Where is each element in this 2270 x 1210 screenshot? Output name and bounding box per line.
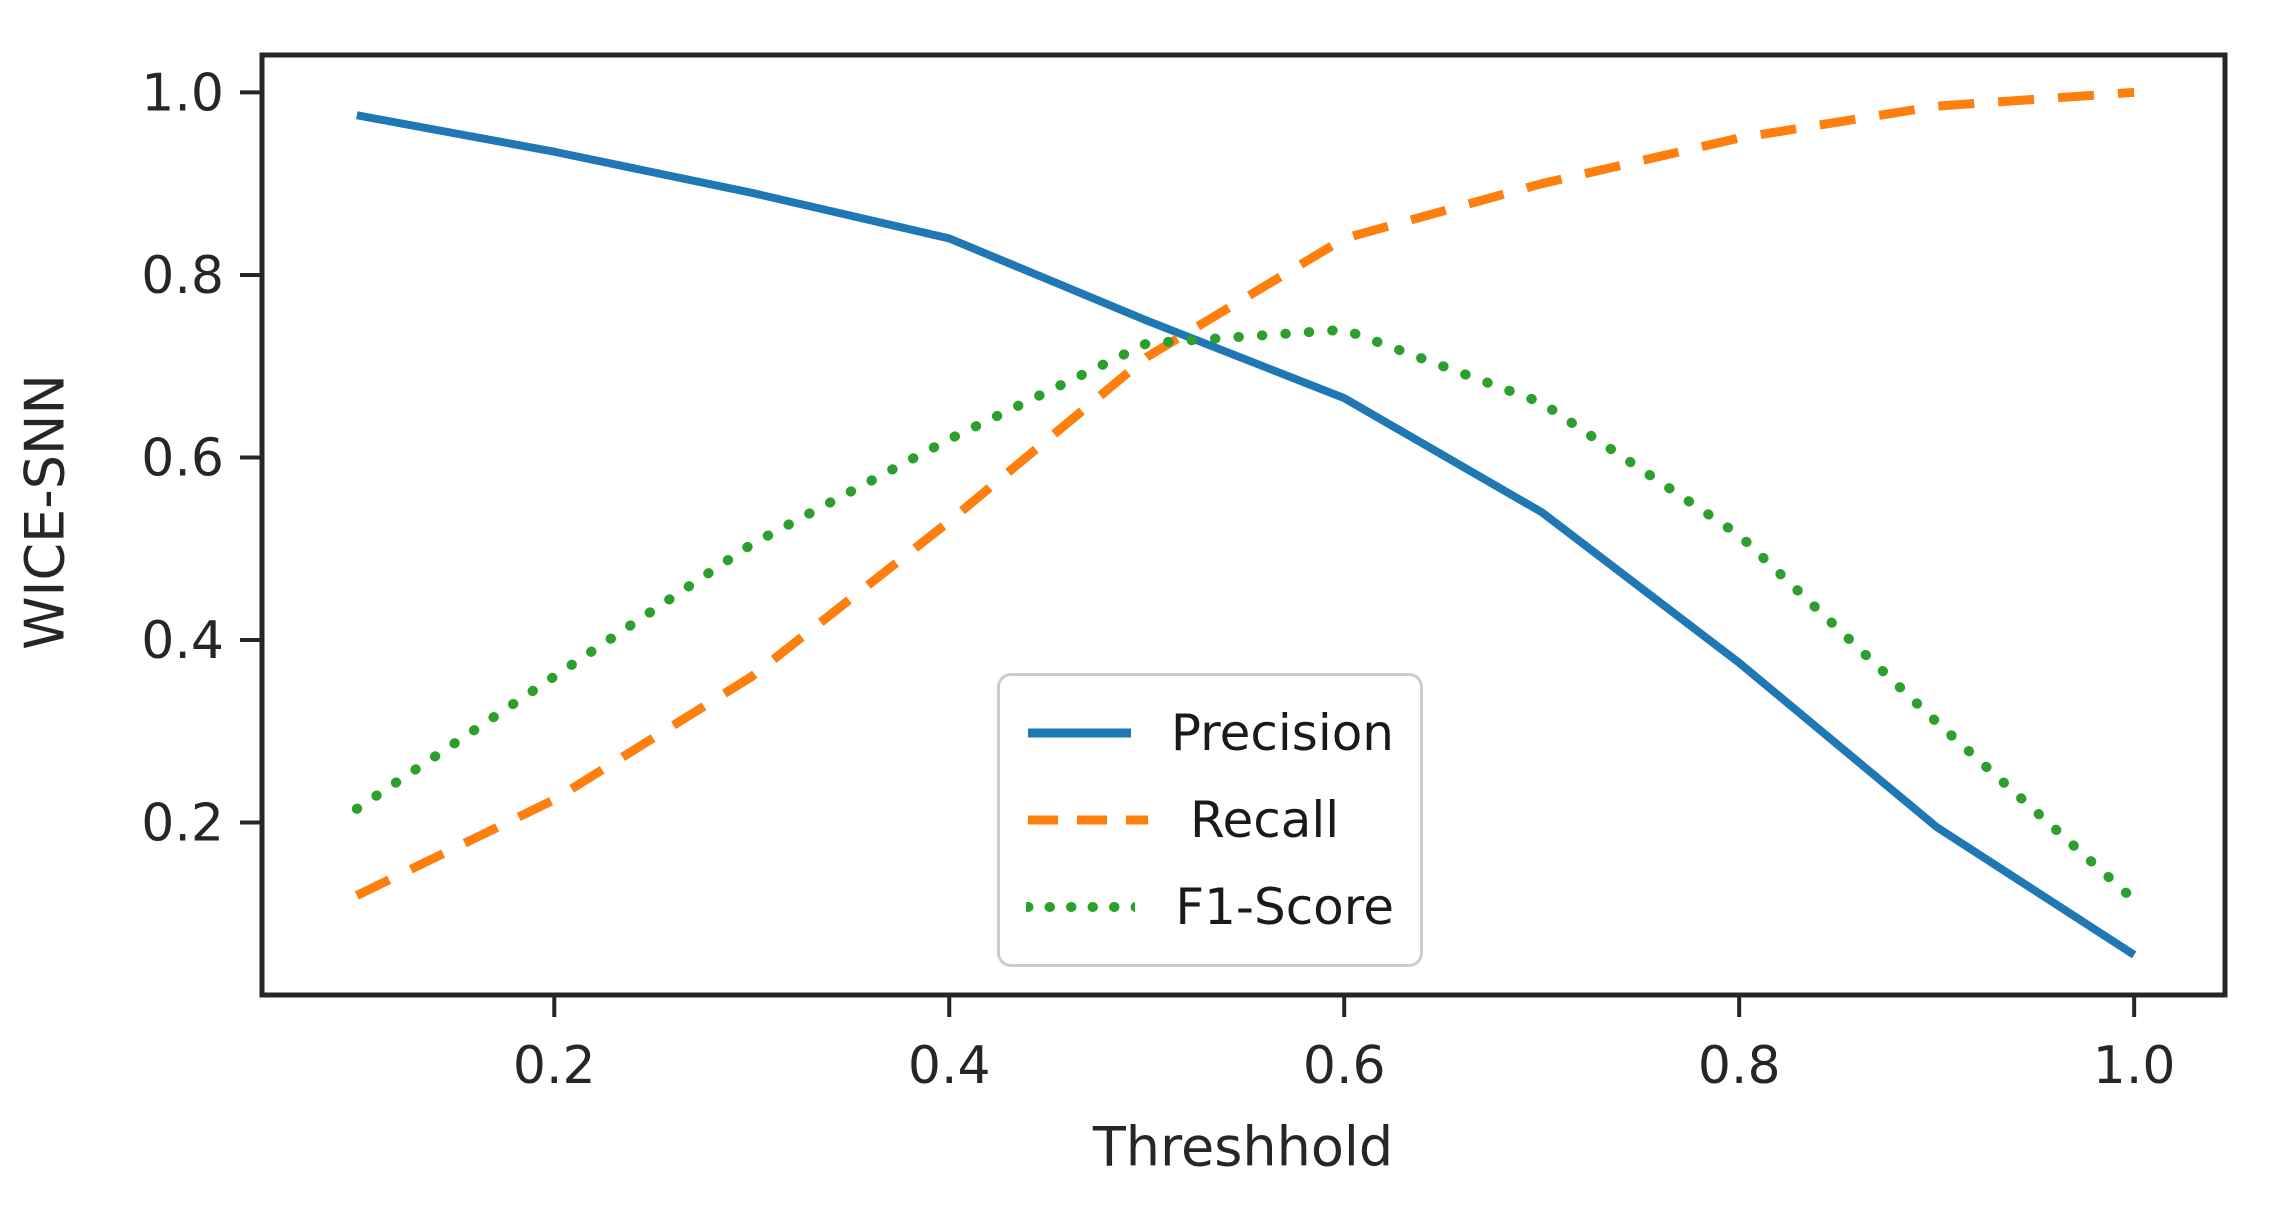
legend-item-recall: Recall	[1026, 791, 1394, 849]
x-tick-label: 0.6	[1303, 1036, 1386, 1096]
y-tick-label: 0.4	[141, 611, 224, 671]
y-tick-label: 0.2	[141, 794, 224, 854]
precision-legend-line-sample	[1028, 728, 1131, 738]
legend-item-f1-score: F1-Score	[1026, 878, 1394, 936]
y-axis-label: WICE-SNN	[13, 374, 77, 650]
f1-score-legend-line-sample	[1026, 901, 1136, 912]
axes-frame	[259, 52, 2228, 998]
precision-line	[356, 111, 2137, 959]
legend-label-precision: Precision	[1170, 704, 1394, 763]
y-tick-label: 1.0	[141, 63, 224, 123]
x-tick-label: 1.0	[2093, 1036, 2176, 1096]
legend-label-f1-score: F1-Score	[1175, 877, 1394, 936]
x-tick-label: 0.4	[908, 1036, 991, 1096]
x-axis-label: Threshhold	[1092, 1115, 1394, 1179]
x-tick-label: 0.8	[1698, 1036, 1781, 1096]
y-tick-label: 0.8	[141, 246, 224, 306]
legend-item-precision: Precision	[1026, 704, 1394, 762]
legend: Precision Recall F1-Score	[997, 673, 1423, 967]
recall-line	[354, 87, 2135, 900]
f1-score-line	[351, 324, 2140, 906]
y-tick-label: 0.6	[141, 428, 224, 488]
recall-legend-line-sample	[1028, 815, 1148, 825]
x-tick-label: 0.2	[513, 1036, 596, 1096]
legend-label-recall: Recall	[1190, 790, 1340, 849]
